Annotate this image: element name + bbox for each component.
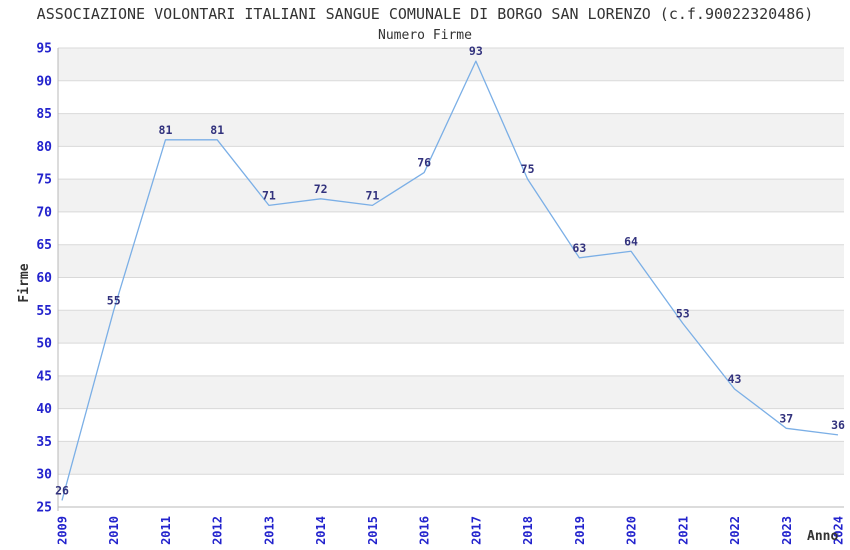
data-point-label: 71 (262, 188, 276, 202)
data-point-label: 63 (572, 241, 586, 255)
y-tick-label: 30 (36, 468, 52, 483)
plot-band (58, 375, 844, 409)
plot-band (58, 244, 844, 278)
x-tick-label: 2014 (314, 516, 328, 545)
x-tick-label: 2009 (56, 516, 70, 545)
data-line (61, 60, 839, 501)
data-point-label: 43 (728, 372, 742, 386)
plot-band (58, 441, 844, 475)
data-point-label: 71 (365, 188, 379, 202)
chart-subtitle: Numero Firme (378, 28, 472, 43)
data-point-label: 93 (469, 44, 483, 58)
x-tick-label: 2012 (211, 516, 225, 545)
x-tick-label: 2023 (780, 516, 794, 545)
x-tick-label: 2018 (521, 516, 535, 545)
y-tick-label: 75 (36, 173, 52, 188)
data-point-label: 81 (159, 123, 173, 137)
x-tick-label: 2024 (832, 516, 846, 545)
plot-band (58, 179, 844, 212)
data-point-label: 26 (55, 483, 69, 497)
x-tick-label: 2010 (107, 516, 121, 545)
y-tick-label: 80 (36, 140, 52, 155)
y-tick-label: 90 (36, 74, 52, 89)
x-tick-label: 2021 (676, 516, 690, 545)
y-tick-label: 95 (36, 42, 52, 57)
plot-band (58, 310, 844, 344)
plot-band (58, 113, 844, 147)
data-point-label: 72 (314, 182, 328, 196)
data-point-label: 76 (417, 156, 431, 170)
x-tick-label: 2019 (573, 516, 587, 545)
y-tick-label: 45 (36, 369, 52, 384)
x-tick-label: 2011 (159, 516, 173, 545)
data-point-label: 81 (210, 123, 224, 137)
data-point-label: 36 (831, 418, 845, 432)
y-tick-label: 50 (36, 337, 52, 352)
y-tick-label: 40 (36, 402, 52, 417)
y-tick-label: 25 (36, 501, 52, 516)
x-tick-label: 2022 (728, 516, 742, 545)
y-tick-label: 70 (36, 205, 52, 220)
data-point-label: 37 (779, 411, 793, 425)
x-tick-label: 2016 (418, 516, 432, 545)
y-tick-label: 60 (36, 271, 52, 286)
x-tick-label: 2015 (366, 516, 380, 545)
y-axis-title: Firme (17, 263, 32, 303)
data-point-label: 53 (676, 306, 690, 320)
y-tick-label: 85 (36, 107, 52, 122)
chart-title: ASSOCIAZIONE VOLONTARI ITALIANI SANGUE C… (36, 5, 814, 23)
data-point-label: 64 (624, 234, 638, 248)
y-tick-label: 65 (36, 238, 52, 253)
data-point-label: 55 (107, 293, 121, 307)
plot-band (58, 48, 844, 81)
y-tick-label: 55 (36, 304, 52, 319)
y-tick-label: 35 (36, 435, 52, 450)
x-axis-title: Anno (807, 529, 839, 544)
x-tick-label: 2013 (262, 516, 276, 545)
x-tick-label: 2017 (469, 516, 483, 545)
x-tick-label: 2020 (625, 516, 639, 545)
data-point-label: 75 (521, 162, 535, 176)
